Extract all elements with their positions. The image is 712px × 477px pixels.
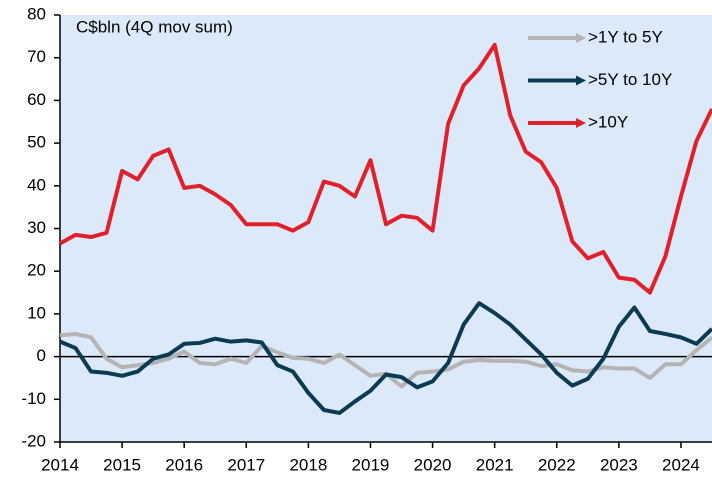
plot-background — [60, 15, 712, 442]
legend-label: >1Y to 5Y — [588, 27, 663, 46]
series-line — [59, 42, 712, 295]
series-line — [59, 301, 712, 415]
y-tick-label: 40 — [27, 175, 46, 194]
x-tick-label: 2024 — [662, 455, 700, 474]
legend-arrow — [576, 118, 586, 128]
y-tick-label: 20 — [27, 261, 46, 280]
y-tick-label: 60 — [27, 90, 46, 109]
legend-label: >10Y — [588, 112, 628, 131]
legend-label: >5Y to 10Y — [588, 70, 672, 89]
x-tick-label: 2019 — [352, 455, 390, 474]
y-tick-label: 0 — [37, 346, 46, 365]
x-tick-label: 2017 — [227, 455, 265, 474]
legend-arrow — [576, 33, 586, 43]
x-tick-label: 2023 — [600, 455, 638, 474]
y-tick-label: -20 — [21, 431, 46, 450]
y-tick-label: 50 — [27, 133, 46, 152]
x-tick-label: 2021 — [476, 455, 514, 474]
x-tick-label: 2020 — [414, 455, 452, 474]
y-tick-label: -10 — [21, 389, 46, 408]
x-tick-label: 2018 — [289, 455, 327, 474]
x-tick-label: 2022 — [538, 455, 576, 474]
x-tick-label: 2014 — [41, 455, 79, 474]
y-tick-label: 70 — [27, 47, 46, 66]
y-tick-label: 30 — [27, 218, 46, 237]
x-tick-label: 2015 — [103, 455, 141, 474]
unit-label: C$bln (4Q mov sum) — [76, 17, 233, 36]
legend-arrow — [576, 75, 586, 86]
y-tick-label: 80 — [27, 4, 46, 23]
y-tick-label: 10 — [27, 303, 46, 322]
x-tick-label: 2016 — [165, 455, 203, 474]
